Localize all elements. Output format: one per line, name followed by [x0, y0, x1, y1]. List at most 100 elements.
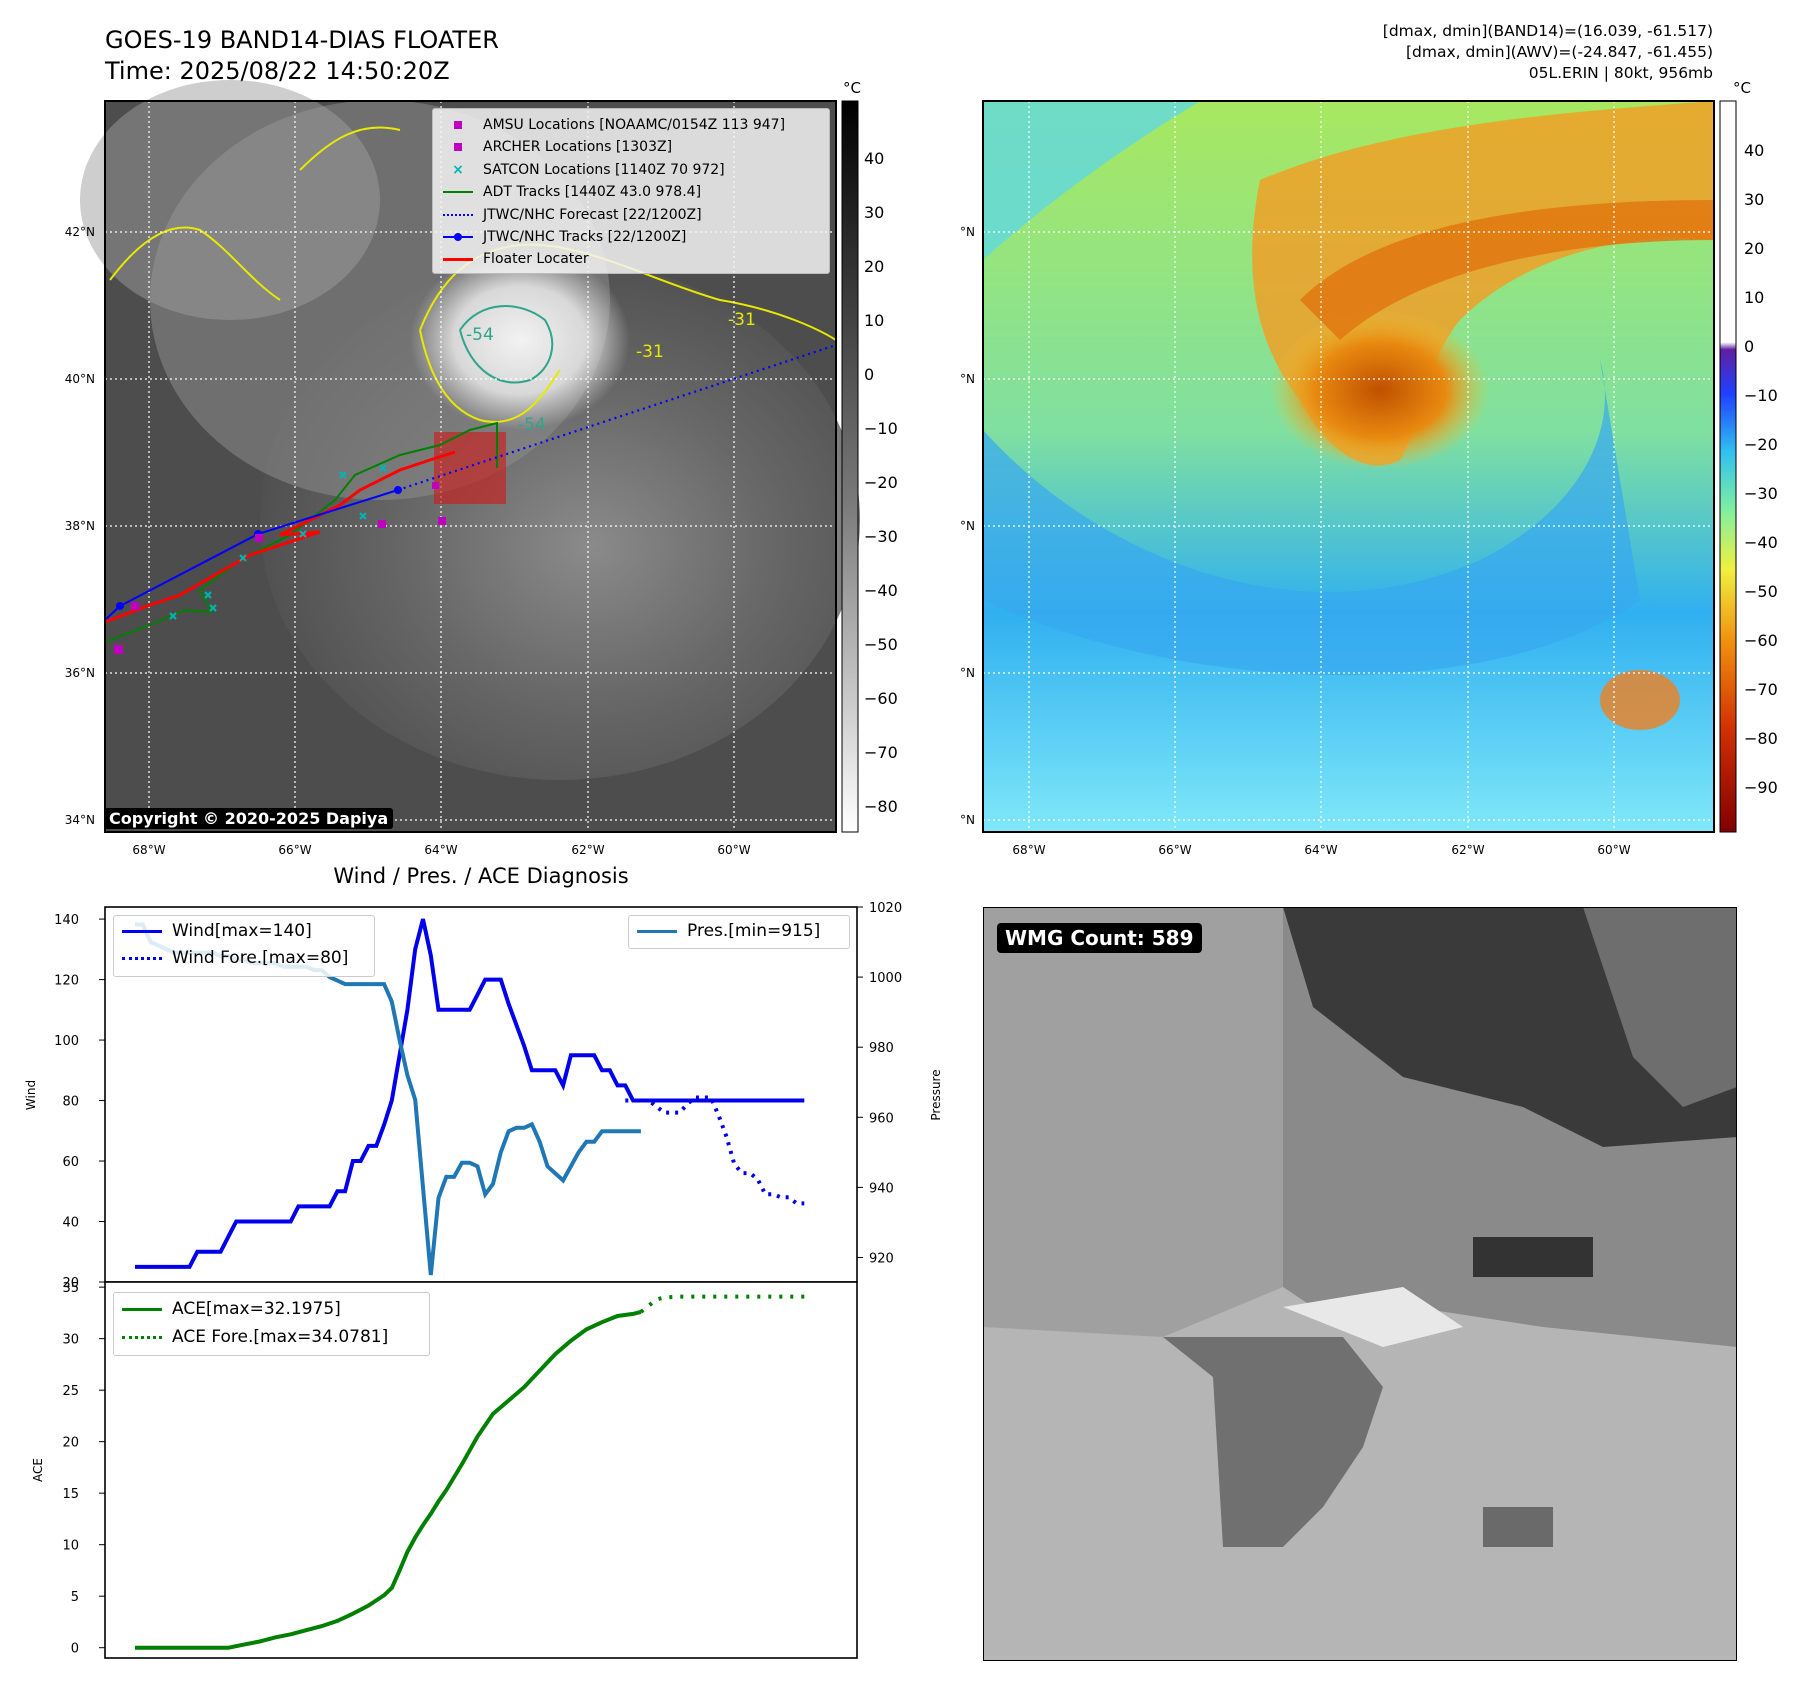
cb1-tick: −60	[864, 689, 898, 708]
legend-label: Wind[max=140]	[172, 921, 312, 941]
floater-box	[434, 432, 506, 504]
amsu-marker-icon	[443, 117, 473, 133]
map2-lat-label-38: 38°N	[960, 519, 975, 533]
ace-tick-label: 35	[62, 1281, 79, 1296]
legend-item-amsu: AMSU Locations [NOAAMC/0154Z 113 947]	[443, 115, 785, 135]
legend-item-archer: ARCHER Locations [1303Z]	[443, 137, 672, 157]
cb1-tick: 30	[864, 203, 884, 222]
map1-lon-label-62: 62°W	[571, 843, 604, 857]
contour-label-1: -54	[466, 325, 494, 345]
ace-tick-label: 10	[62, 1539, 79, 1554]
wmg-count-badge: WMG Count: 589	[997, 923, 1202, 953]
legend-label: ARCHER Locations [1303Z]	[483, 139, 673, 155]
legend-item-satcon: × SATCON Locations [1140Z 70 972]	[443, 160, 725, 180]
ace-tick-label: 15	[62, 1487, 79, 1502]
map1-lon-label-60: 60°W	[717, 843, 750, 857]
cb2-tick: −10	[1744, 386, 1778, 405]
pressure-tick-label: 960	[869, 1111, 894, 1126]
ir-colorbar	[841, 100, 859, 833]
legend-label: Wind Fore.[max=80]	[172, 948, 349, 968]
map2-lon-label-64: 64°W	[1304, 843, 1337, 857]
cb1-tick: −80	[864, 797, 898, 816]
legend-item-wind-forecast: Wind Fore.[max=80]	[122, 948, 348, 968]
pressure-legend: Pres.[min=915]	[628, 915, 850, 949]
pressure-tick-label: 980	[869, 1041, 894, 1056]
legend-label: ACE Fore.[max=34.0781]	[172, 1327, 389, 1347]
pressure-tick-label: 940	[869, 1181, 894, 1196]
map2-lat-label-34: 34°N	[960, 813, 975, 827]
legend-label: ADT Tracks [1440Z 43.0 978.4]	[483, 184, 702, 200]
cb2-tick: −90	[1744, 778, 1778, 797]
map1-lat-label-40: 40°N	[65, 372, 95, 386]
map1-lon-label-66: 66°W	[278, 843, 311, 857]
figure-title-line1: GOES-19 BAND14-DIAS FLOATER	[105, 26, 499, 54]
cb1-tick: 0	[864, 365, 874, 384]
cb1-tick: 20	[864, 257, 884, 276]
legend-label: JTWC/NHC Tracks [22/1200Z]	[483, 229, 687, 245]
ace-axis-label: ACE	[31, 1458, 45, 1482]
map1-lat-label-34: 34°N	[65, 813, 95, 827]
map1-lat-label-42: 42°N	[65, 225, 95, 239]
cb1-tick: −40	[864, 581, 898, 600]
pressure-line-icon	[637, 929, 677, 933]
wind-tick-label: 140	[54, 913, 79, 928]
cb1-tick: −20	[864, 473, 898, 492]
map-legend: AMSU Locations [NOAAMC/0154Z 113 947] AR…	[432, 108, 830, 274]
contour-label-4: -54	[518, 415, 546, 435]
info-line3: 05L.ERIN | 80kt, 956mb	[1528, 64, 1713, 82]
ace-tick-label: 5	[71, 1590, 79, 1605]
copyright-badge: Copyright © 2020-2025 Dapiya	[104, 808, 394, 829]
ace-tick-label: 30	[62, 1333, 79, 1348]
ace-tick-label: 0	[71, 1642, 79, 1657]
ace-tick-label: 25	[62, 1384, 79, 1399]
contour-label-2: -31	[636, 342, 664, 362]
cloud-contour-31-west	[109, 126, 401, 301]
ace-solid-line-icon	[122, 1307, 162, 1311]
legend-item-ace-forecast: ACE Fore.[max=34.0781]	[122, 1327, 388, 1347]
floater-locater-track	[104, 450, 456, 624]
satcon-marker-icon: ×	[452, 162, 464, 178]
cb2-tick: −20	[1744, 435, 1778, 454]
jtwc-track	[104, 489, 399, 621]
wind-solid-line-icon	[122, 929, 162, 933]
adt-line-icon	[443, 191, 473, 193]
cb2-tick: −50	[1744, 582, 1778, 601]
legend-label: Floater Locater	[483, 251, 589, 267]
legend-label: ACE[max=32.1975]	[172, 1299, 341, 1319]
map2-lon-label-62: 62°W	[1451, 843, 1484, 857]
map2-lat-label-40: 40°N	[960, 372, 975, 386]
legend-item-ace: ACE[max=32.1975]	[122, 1299, 341, 1319]
archer-marker-icon	[443, 139, 473, 155]
map1-lat-label-38: 38°N	[65, 519, 95, 533]
cb2-tick: −60	[1744, 631, 1778, 650]
ace-legend: ACE[max=32.1975] ACE Fore.[max=34.0781]	[113, 1292, 430, 1356]
ace-tick-label: 20	[62, 1436, 79, 1451]
wind-dotted-line-icon	[122, 956, 162, 960]
colorbar1-unit: °C	[843, 79, 861, 97]
pressure-tick-label: 1000	[869, 971, 902, 986]
legend-label: AMSU Locations [NOAAMC/0154Z 113 947]	[483, 117, 786, 133]
legend-item-forecast: JTWC/NHC Forecast [22/1200Z]	[443, 205, 702, 225]
wmg-grayscale-panel	[983, 907, 1737, 1661]
wind-tick-label: 20	[62, 1276, 79, 1290]
legend-item-jtwc: JTWC/NHC Tracks [22/1200Z]	[443, 227, 686, 247]
cb1-tick: −50	[864, 635, 898, 654]
series-line-0	[135, 918, 805, 1269]
contour-label-3: -31	[728, 310, 756, 330]
ace-series-line-0	[135, 1309, 642, 1650]
ace-dotted-line-icon	[122, 1335, 162, 1339]
colorbar2-unit: °C	[1733, 79, 1751, 97]
map1-lon-label-64: 64°W	[424, 843, 457, 857]
pressure-tick-label: 920	[869, 1251, 894, 1266]
map2-lon-label-68: 68°W	[1012, 843, 1045, 857]
awv-colorbar	[1719, 100, 1737, 833]
info-line1: [dmax, dmin](BAND14)=(16.039, -61.517)	[1382, 22, 1713, 40]
legend-item-adt: ADT Tracks [1440Z 43.0 978.4]	[443, 182, 701, 202]
map2-lat-label-42: 42°N	[960, 225, 975, 239]
legend-item-wind: Wind[max=140]	[122, 921, 312, 941]
map2-lat-label-36: 36°N	[960, 666, 975, 680]
wind-tick-label: 40	[62, 1216, 79, 1231]
cb1-tick: 40	[864, 149, 884, 168]
wind-tick-label: 80	[62, 1095, 79, 1110]
legend-label: SATCON Locations [1140Z 70 972]	[483, 162, 725, 178]
